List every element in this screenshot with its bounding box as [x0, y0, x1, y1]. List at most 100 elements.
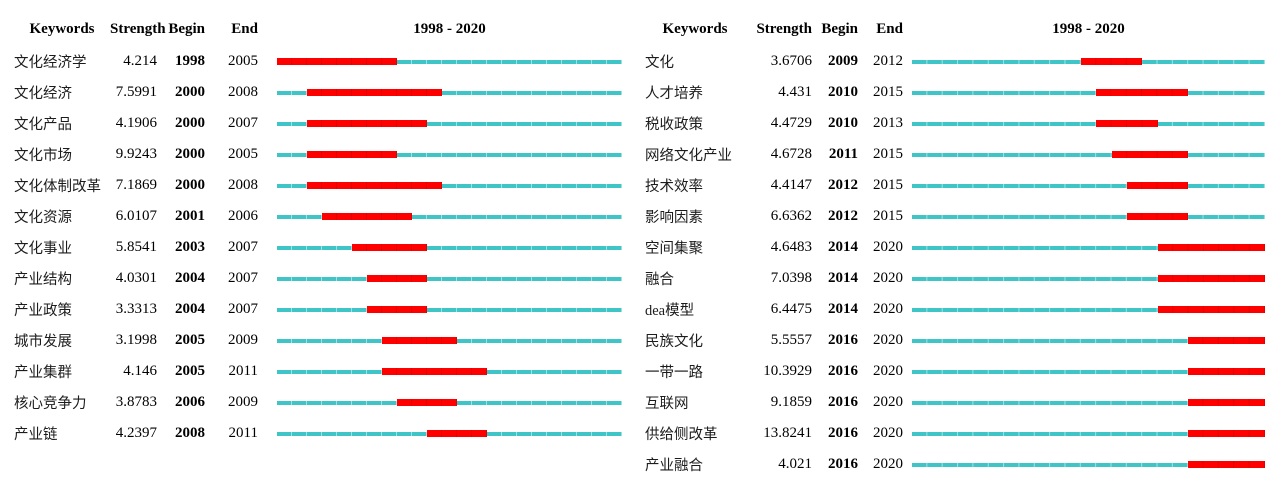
timeline-cell: [258, 182, 622, 190]
timeline-track: [277, 337, 622, 345]
end-year-cell: 2011: [228, 425, 258, 441]
begin-year-cell: 2005: [175, 332, 205, 348]
timeline-cell: [258, 120, 622, 128]
table-header: Keywords Strength Begin End 1998 - 2020: [14, 12, 622, 46]
end-year-cell: 2020: [873, 239, 903, 255]
begin-year-cell: 2016: [828, 363, 858, 379]
timeline-base-line: [912, 152, 1265, 157]
begin-year-cell: 2010: [828, 115, 858, 131]
timeline-base-line: [277, 183, 622, 188]
begin-year-cell: 2016: [828, 394, 858, 410]
timeline-track: [912, 337, 1265, 345]
strength-cell: 4.021: [778, 456, 812, 472]
timeline-base-line: [277, 245, 622, 250]
timeline-base-line: [912, 307, 1265, 312]
timeline-base-line: [912, 462, 1265, 467]
begin-year-cell: 2000: [175, 146, 205, 162]
timeline-track: [912, 120, 1265, 128]
timeline-cell: [903, 213, 1265, 221]
timeline-base-line: [912, 121, 1265, 126]
burst-bar: [382, 337, 457, 344]
timeline-track: [277, 58, 622, 66]
begin-year-cell: 2016: [828, 425, 858, 441]
begin-year-cell: 2004: [175, 270, 205, 286]
burst-bar: [1111, 151, 1189, 158]
end-year-cell: 2007: [228, 239, 258, 255]
column-header-keywords: Keywords: [29, 20, 95, 37]
burst-table-left: Keywords Strength Begin End 1998 - 2020 …: [14, 12, 622, 482]
table-row: 影响因素 6.6362 2012 2015: [645, 201, 1265, 232]
timeline-cell: [258, 244, 622, 252]
keyword-cell: 产业集群: [14, 365, 72, 381]
burst-bar: [1096, 120, 1158, 127]
table-row: 技术效率 4.4147 2012 2015: [645, 170, 1265, 201]
timeline-base-line: [912, 276, 1265, 281]
strength-cell: 3.1998: [115, 332, 157, 348]
burst-bar: [1096, 89, 1189, 96]
end-year-cell: 2020: [873, 363, 903, 379]
table-row: 融合 7.0398 2014 2020: [645, 263, 1265, 294]
timeline-cell: [903, 244, 1265, 252]
column-header-strength: Strength: [110, 20, 166, 37]
end-year-cell: 2005: [228, 146, 258, 162]
timeline-base-line: [912, 183, 1265, 188]
end-year-cell: 2007: [228, 115, 258, 131]
burst-bar: [307, 120, 427, 127]
table-row: 文化产品 4.1906 2000 2007: [14, 108, 622, 139]
keyword-cell: 影响因素: [645, 210, 703, 226]
timeline-track: [912, 430, 1265, 438]
burst-bar: [427, 430, 487, 437]
keyword-cell: 产业结构: [14, 272, 72, 288]
burst-bar: [1188, 461, 1265, 468]
burst-bar: [352, 244, 427, 251]
table-row: 文化市场 9.9243 2000 2005: [14, 139, 622, 170]
timeline-track: [912, 368, 1265, 376]
timeline-cell: [903, 461, 1265, 469]
burst-bar: [307, 182, 442, 189]
burst-bar: [1126, 213, 1189, 220]
timeline-cell: [903, 89, 1265, 97]
table-row: 产业政策 3.3313 2004 2007: [14, 294, 622, 325]
table-row: 产业融合 4.021 2016 2020: [645, 449, 1265, 480]
keyword-cell: 文化体制改革: [14, 179, 101, 195]
begin-year-cell: 2014: [828, 301, 858, 317]
column-header-begin: Begin: [168, 20, 205, 37]
end-year-cell: 2020: [873, 332, 903, 348]
keyword-cell: 一带一路: [645, 365, 703, 381]
end-year-cell: 2008: [228, 177, 258, 193]
table-row: 产业集群 4.146 2005 2011: [14, 356, 622, 387]
timeline-base-line: [912, 400, 1265, 405]
table-row: 税收政策 4.4729 2010 2013: [645, 108, 1265, 139]
strength-cell: 10.3929: [763, 363, 812, 379]
timeline-track: [277, 182, 622, 190]
timeline-base-line: [277, 121, 622, 126]
burst-bar: [397, 399, 457, 406]
timeline-track: [912, 275, 1265, 283]
strength-cell: 7.0398: [770, 270, 812, 286]
strength-cell: 3.6706: [770, 53, 812, 69]
strength-cell: 6.6362: [770, 208, 812, 224]
burst-bar: [277, 58, 397, 65]
timeline-cell: [903, 399, 1265, 407]
strength-cell: 4.431: [778, 84, 812, 100]
end-year-cell: 2020: [873, 425, 903, 441]
burst-bar: [367, 306, 427, 313]
timeline-cell: [903, 151, 1265, 159]
burst-bar: [367, 275, 427, 282]
strength-cell: 6.0107: [115, 208, 157, 224]
begin-year-cell: 2000: [175, 84, 205, 100]
keyword-cell: 产业链: [14, 427, 58, 443]
timeline-cell: [258, 368, 622, 376]
timeline-base-line: [912, 245, 1265, 250]
begin-year-cell: 1998: [175, 53, 205, 69]
end-year-cell: 2015: [873, 146, 903, 162]
column-header-end: End: [231, 20, 258, 37]
keyword-cell: 文化市场: [14, 148, 72, 164]
column-header-begin: Begin: [821, 20, 858, 37]
strength-cell: 4.2397: [115, 425, 157, 441]
begin-year-cell: 2016: [828, 332, 858, 348]
strength-cell: 4.4729: [770, 115, 812, 131]
timeline-cell: [903, 120, 1265, 128]
burst-bar: [1126, 182, 1189, 189]
begin-year-cell: 2005: [175, 363, 205, 379]
